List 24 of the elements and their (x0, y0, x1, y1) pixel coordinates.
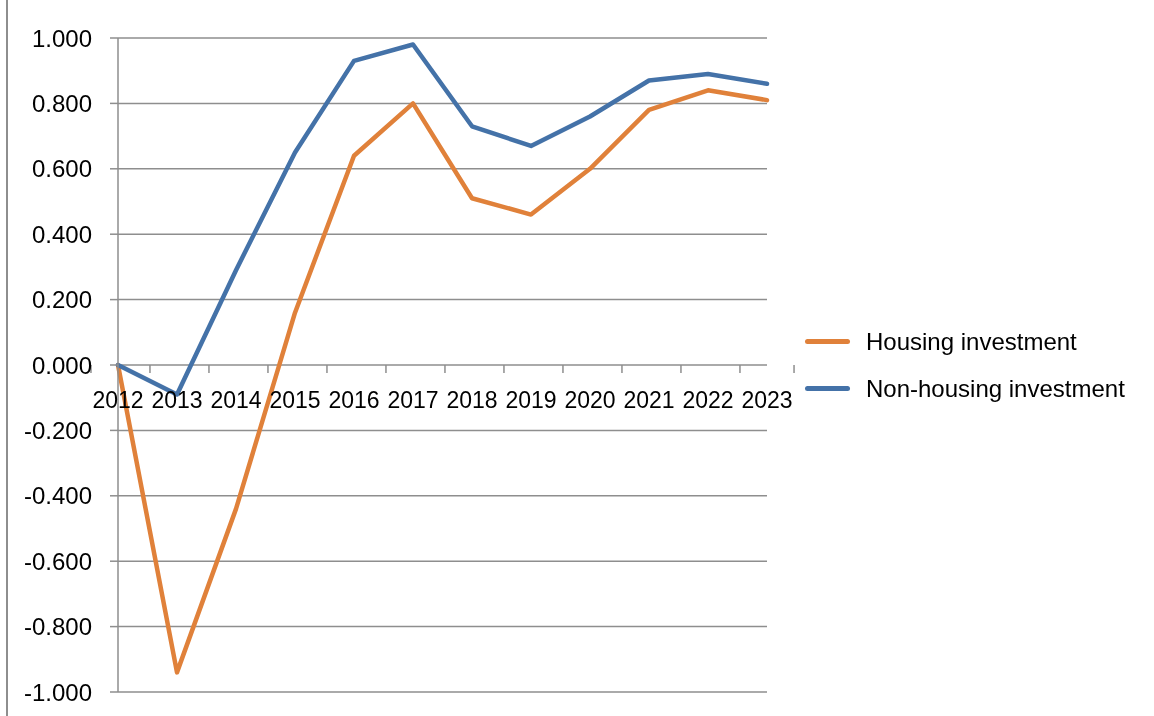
y-tick-label: -0.400 (23, 482, 92, 510)
y-tick-label: 1.000 (31, 24, 92, 52)
x-tick-label: 2016 (328, 387, 380, 413)
y-tick-label: -0.600 (23, 547, 92, 575)
y-tick-label: 0.600 (31, 155, 92, 183)
x-tick-label: 2020 (564, 387, 616, 413)
y-tick-label: 0.400 (31, 220, 92, 248)
x-tick-label: 2021 (623, 387, 675, 413)
y-tick-label: 0.000 (31, 351, 92, 379)
y-tick-label: -0.200 (23, 416, 92, 444)
x-tick-label: 2018 (446, 387, 498, 413)
x-tick-label: 2019 (505, 387, 557, 413)
y-tick-label: -1.000 (23, 678, 92, 706)
x-tick-label: 2022 (682, 387, 734, 413)
legend-label: Housing investment (866, 327, 1077, 356)
y-tick-label: -0.800 (23, 613, 92, 641)
x-tick-label: 2013 (151, 387, 203, 413)
y-tick-label: 0.800 (31, 89, 92, 117)
x-tick-label: 2015 (269, 387, 321, 413)
legend-label: Non-housing investment (866, 374, 1125, 403)
x-tick-label: 2014 (210, 387, 262, 413)
x-tick-label: 2023 (741, 387, 793, 413)
y-tick-label: 0.200 (31, 286, 92, 314)
x-tick-label: 2017 (387, 387, 439, 413)
